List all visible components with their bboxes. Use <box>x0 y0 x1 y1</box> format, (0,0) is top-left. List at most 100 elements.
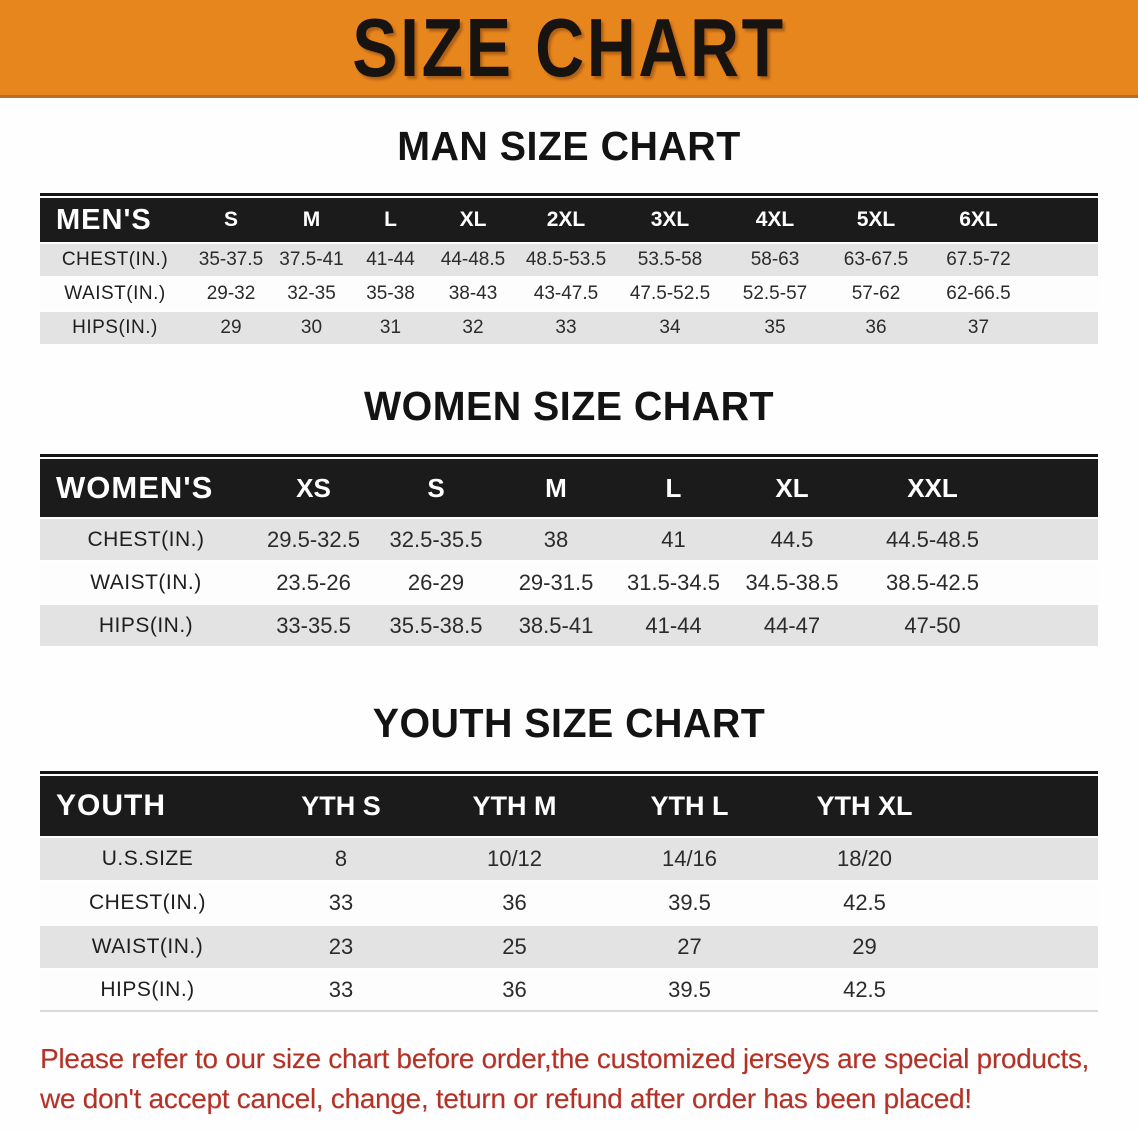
cell-value: 32 <box>462 317 484 338</box>
header-filler <box>1031 198 1098 242</box>
cell-value: 31 <box>379 317 402 338</box>
column-header: 4XL <box>755 208 795 231</box>
cell-value: 37.5-41 <box>279 249 344 270</box>
notice-line-2: we don't accept cancel, change, teturn o… <box>40 1083 972 1114</box>
column-header: 5XL <box>856 208 896 231</box>
column-header: YTH M <box>472 790 557 821</box>
table-head-youth: YOUTH YTH S YTH M YTH L YTH XL <box>40 776 1098 836</box>
column-header: L <box>384 208 397 231</box>
table-row: HIPS(IN.) 33 36 39.5 42.5 <box>40 970 1098 1012</box>
table-row: CHEST(IN.) 35-37.5 37.5-41 41-44 44-48.5 48.5… <box>40 244 1098 276</box>
cell-value: 36 <box>865 317 887 338</box>
cell-value: 41-44 <box>645 612 702 638</box>
cell-value: 37 <box>967 317 990 338</box>
cell-value: 44.5 <box>770 526 814 552</box>
table-row: CHEST(IN.) 33 36 39.5 42.5 <box>40 882 1098 924</box>
row-filler <box>1013 519 1098 560</box>
column-header: M <box>545 472 567 503</box>
cell-value: 58-63 <box>750 249 800 270</box>
cell-value: 8 <box>334 846 348 871</box>
cell-value: 14/16 <box>661 846 718 871</box>
row-filler <box>952 838 1098 880</box>
cell-value: 35-37.5 <box>198 249 264 270</box>
column-header: S <box>427 472 445 503</box>
cell-value: 25 <box>502 934 527 959</box>
table-row: HIPS(IN.) 29 30 31 32 33 34 35 36 37 <box>40 312 1098 344</box>
table-row: HIPS(IN.) 33-35.5 35.5-38.5 38.5-41 41-44 44-… <box>40 605 1098 646</box>
cell-value: 43-47.5 <box>533 283 599 304</box>
column-header: XL <box>459 208 487 231</box>
cell-value: 29-32 <box>206 283 256 304</box>
column-header: 2XL <box>546 208 586 231</box>
table-row: WAIST(IN.) 29-32 32-35 35-38 38-43 43-47.5 47.… <box>40 278 1098 310</box>
cell-value: 18/20 <box>836 846 893 871</box>
header-row: MEN'S S M L XL 2XL 3XL 4XL 5XL 6XL <box>40 198 1098 242</box>
row-filler <box>952 926 1098 968</box>
column-header: YTH XL <box>816 790 913 821</box>
cell-value: 27 <box>677 934 702 959</box>
cell-value: 38 <box>543 526 569 552</box>
row-label: HIPS(IN.) <box>72 317 158 338</box>
cell-value: 26-29 <box>407 569 465 595</box>
cell-value: 53.5-58 <box>637 249 703 270</box>
table-header-label: WOMEN'S <box>56 470 214 505</box>
cell-value: 44-48.5 <box>440 249 506 270</box>
header-filler <box>1013 459 1098 517</box>
row-filler <box>1031 278 1098 310</box>
row-label: WAIST(IN.) <box>90 570 202 594</box>
cell-value: 39.5 <box>668 890 711 915</box>
notice-line-1: Please refer to our size chart before or… <box>40 1043 1090 1074</box>
header-row: WOMEN'S XS S M L XL XXL <box>40 459 1098 517</box>
cell-value: 10/12 <box>486 846 543 871</box>
table-row: WAIST(IN.) 23.5-26 26-29 29-31.5 31.5-34.5 34… <box>40 562 1098 603</box>
row-label: HIPS(IN.) <box>40 970 255 1012</box>
table-body-youth: U.S.SIZE 8 10/12 14/16 18/20 CHEST(IN.) 33 36 39… <box>40 838 1098 1012</box>
cell-value: 57-62 <box>851 283 901 304</box>
banner: SIZE CHART <box>0 0 1138 98</box>
cell-value: 34.5-38.5 <box>745 569 839 595</box>
column-header: L <box>665 472 682 503</box>
cell-value: 35.5-38.5 <box>389 612 483 638</box>
column-header: YTH L <box>650 790 729 821</box>
size-chart-sections: MAN SIZE CHART MEN'S S M L XL 2XL 3XL 4XL 5XL 6XL C… <box>0 123 1138 1014</box>
row-filler <box>952 882 1098 924</box>
table-body-women: CHEST(IN.) 29.5-32.5 32.5-35.5 38 41 44.5 44.5… <box>40 519 1098 646</box>
cell-value: 29 <box>220 317 242 338</box>
cell-value: 33-35.5 <box>276 612 351 638</box>
row-label: CHEST(IN.) <box>89 891 206 914</box>
cell-value: 33 <box>555 317 577 338</box>
banner-title: SIZE CHART <box>352 0 786 94</box>
cell-value: 63-67.5 <box>843 249 909 270</box>
cell-value: 67.5-72 <box>946 249 1011 270</box>
cell-value: 47.5-52.5 <box>629 283 711 304</box>
section-heading-men: MAN SIZE CHART <box>397 123 741 169</box>
size-table-youth: YOUTH YTH S YTH M YTH L YTH XL U.S.SIZE 8 10/12… <box>40 771 1098 1014</box>
cell-value: 38.5-42.5 <box>886 569 979 595</box>
row-filler <box>1013 605 1098 646</box>
cell-value: 41 <box>661 526 686 552</box>
cell-value: 29 <box>852 934 877 959</box>
cell-value: 41-44 <box>366 249 415 270</box>
cell-value: 30 <box>300 317 323 338</box>
cell-value: 29-31.5 <box>518 569 594 595</box>
cell-value: 44.5-48.5 <box>886 526 979 552</box>
cell-value: 62-66.5 <box>946 283 1011 304</box>
row-label: WAIST(IN.) <box>91 935 204 958</box>
cell-value: 23.5-26 <box>276 569 351 595</box>
cell-value: 32-35 <box>287 283 336 304</box>
cell-value: 38-43 <box>448 283 498 304</box>
cell-value: 35-38 <box>366 283 415 304</box>
row-label: U.S.SIZE <box>101 847 194 870</box>
column-header: 6XL <box>959 208 998 231</box>
footer-notice: Please refer to our size chart before or… <box>40 1039 1138 1119</box>
section-heading-women: WOMEN SIZE CHART <box>363 383 775 429</box>
size-table-men: MEN'S S M L XL 2XL 3XL 4XL 5XL 6XL CHEST(IN.) 35-37… <box>40 193 1098 346</box>
table-row: WAIST(IN.) 23 25 27 29 <box>40 926 1098 968</box>
table-head-women: WOMEN'S XS S M L XL XXL <box>40 459 1098 517</box>
row-filler <box>1013 562 1098 603</box>
cell-value: 42.5 <box>843 890 886 915</box>
column-header: S <box>223 208 238 231</box>
table-header-label: YOUTH <box>56 789 166 822</box>
size-table-women: WOMEN'S XS S M L XL XXL CHEST(IN.) 29.5-32.5 32.5… <box>40 454 1098 648</box>
table-head-men: MEN'S S M L XL 2XL 3XL 4XL 5XL 6XL <box>40 198 1098 242</box>
